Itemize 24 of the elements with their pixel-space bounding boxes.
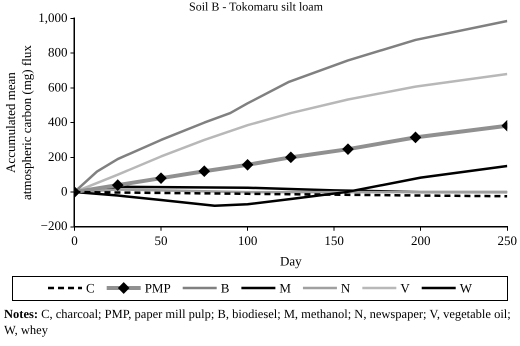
y-tick-label: 400 bbox=[48, 114, 68, 130]
y-axis-title: Accumulated mean atmospheric carbon (mg) flux bbox=[3, 44, 34, 200]
y-tick-label: 0 bbox=[60, 183, 68, 198]
legend-label: W bbox=[460, 280, 473, 296]
x-tick-label: 50 bbox=[154, 233, 168, 248]
x-tick-label: 200 bbox=[410, 233, 430, 248]
y-tick-label: 200 bbox=[48, 148, 68, 164]
y-tick-label: 800 bbox=[48, 44, 68, 60]
legend-label: N bbox=[340, 280, 351, 296]
y-tick-label: −200 bbox=[40, 218, 68, 234]
chart-title: Soil B - Tokomaru silt loam bbox=[189, 0, 324, 14]
x-tick-label: 250 bbox=[498, 233, 517, 248]
x-tick-label: 100 bbox=[238, 233, 258, 248]
legend-label: C bbox=[86, 280, 95, 296]
y-tick-label: 600 bbox=[48, 79, 68, 94]
legend-label: M bbox=[279, 280, 292, 296]
y-tick-label: 1,000 bbox=[38, 10, 68, 25]
x-axis-title: Day bbox=[280, 254, 302, 269]
x-tick-label: 150 bbox=[324, 233, 344, 248]
text: Notes: C, charcoal; PMP, paper mill pulp; B, biodiesel; M, methanol; N, newspaper; V, vegetable oil; W, whey bbox=[4, 306, 512, 338]
legend-label: V bbox=[400, 280, 410, 296]
legend-label: PMP bbox=[144, 280, 171, 296]
x-tick-label: 0 bbox=[71, 233, 78, 248]
legend-label: B bbox=[220, 280, 230, 296]
